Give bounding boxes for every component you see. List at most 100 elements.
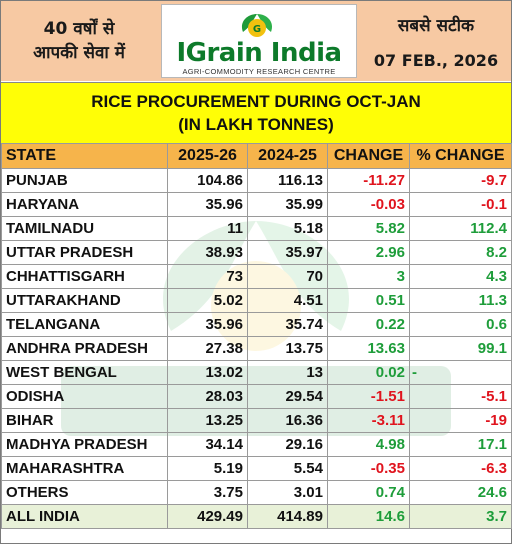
change-cell: -11.27 [327,168,410,193]
header-right: सबसे सटीक 07 FEB., 2026 [363,5,509,77]
table-row: UTTARAKHAND 5.02 4.51 0.51 11.3 [1,288,512,313]
table-row: PUNJAB 104.86 116.13 -11.27 -9.7 [1,168,512,193]
total-row: ALL INDIA 429.49 414.89 14.6 3.7 [1,504,512,529]
value-2024-25: 4.51 [247,288,328,313]
total-state-cell: ALL INDIA [1,504,168,529]
table-row: TELANGANA 35.96 35.74 0.22 0.6 [1,312,512,337]
value-2024-25: 35.74 [247,312,328,337]
procurement-table-wrap: STATE 2025-26 2024-25 CHANGE % CHANGE PU… [1,143,512,529]
col-header-change: CHANGE [327,143,410,169]
change-cell: 0.02 [327,360,410,385]
table-row: MAHARASHTRA 5.19 5.54 -0.35 -6.3 [1,456,512,481]
change-cell: -0.03 [327,192,410,217]
logo-subtitle: AGRI-COMMODITY RESEARCH CENTRE [182,67,336,76]
logo-title: IGrain India [176,38,342,68]
procurement-table: STATE 2025-26 2024-25 CHANGE % CHANGE PU… [1,143,512,529]
table-row: HARYANA 35.96 35.99 -0.03 -0.1 [1,192,512,217]
report-date: 07 FEB., 2026 [373,50,499,70]
change-cell: -0.35 [327,456,410,481]
pct-change-cell: 8.2 [409,240,512,265]
total-pct-change: 3.7 [409,504,512,529]
table-row: UTTAR PRADESH 38.93 35.97 2.96 8.2 [1,240,512,265]
total-2024-25: 414.89 [247,504,328,529]
pct-change-cell: 4.3 [409,264,512,289]
tagline: 40 वर्षों से आपकी सेवा में [5,5,153,77]
change-cell: -3.11 [327,408,410,433]
table-row: ANDHRA PRADESH 27.38 13.75 13.63 99.1 [1,336,512,361]
value-2025-26: 28.03 [167,384,248,409]
pct-change-cell: -0.1 [409,192,512,217]
change-cell: 2.96 [327,240,410,265]
state-cell: BIHAR [1,408,168,433]
col-header-state: STATE [1,143,168,169]
change-cell: 0.22 [327,312,410,337]
state-cell: OTHERS [1,480,168,505]
change-cell: 3 [327,264,410,289]
pct-change-cell: 17.1 [409,432,512,457]
change-cell: 4.98 [327,432,410,457]
pct-change-cell: -5.1 [409,384,512,409]
value-2025-26: 34.14 [167,432,248,457]
pct-change-cell: -6.3 [409,456,512,481]
state-cell: UTTAR PRADESH [1,240,168,265]
state-cell: CHHATTISGARH [1,264,168,289]
value-2025-26: 35.96 [167,312,248,337]
value-2024-25: 13 [247,360,328,385]
value-2025-26: 27.38 [167,336,248,361]
logo: G IGrain India AGRI-COMMODITY RESEARCH C… [161,4,357,78]
state-cell: TELANGANA [1,312,168,337]
value-2025-26: 38.93 [167,240,248,265]
tagline-line2: आपकी सेवा में [33,43,125,63]
value-2024-25: 5.18 [247,216,328,241]
state-cell: PUNJAB [1,168,168,193]
value-2024-25: 35.97 [247,240,328,265]
pct-change-cell: 24.6 [409,480,512,505]
value-2025-26: 13.02 [167,360,248,385]
value-2024-25: 16.36 [247,408,328,433]
pct-change-cell: -19 [409,408,512,433]
tagline-line1: 40 वर्षों से [43,19,115,39]
title-line1: RICE PROCUREMENT DURING OCT-JAN [91,92,421,111]
pct-change-cell: - [409,360,512,385]
pct-change-cell: -9.7 [409,168,512,193]
grain-leaf-icon: G [241,14,273,37]
table-row: CHHATTISGARH 73 70 3 4.3 [1,264,512,289]
table-row: BIHAR 13.25 16.36 -3.11 -19 [1,408,512,433]
col-header-2024-25: 2024-25 [247,143,328,169]
title-line2: (IN LAKH TONNES) [178,115,334,134]
table-row: MADHYA PRADESH 34.14 29.16 4.98 17.1 [1,432,512,457]
header-banner: 40 वर्षों से आपकी सेवा में G IGrain Indi… [1,1,511,81]
total-change: 14.6 [327,504,410,529]
report-title: RICE PROCUREMENT DURING OCT-JAN (IN LAKH… [1,82,511,143]
svg-text:G: G [253,24,261,35]
table-row: ODISHA 28.03 29.54 -1.51 -5.1 [1,384,512,409]
pct-change-cell: 0.6 [409,312,512,337]
value-2024-25: 70 [247,264,328,289]
state-cell: ANDHRA PRADESH [1,336,168,361]
change-cell: 5.82 [327,216,410,241]
change-cell: 13.63 [327,336,410,361]
change-cell: -1.51 [327,384,410,409]
value-2025-26: 11 [167,216,248,241]
table-row: TAMILNADU 11 5.18 5.82 112.4 [1,216,512,241]
value-2025-26: 104.86 [167,168,248,193]
value-2024-25: 116.13 [247,168,328,193]
pct-change-cell: 112.4 [409,216,512,241]
value-2024-25: 29.16 [247,432,328,457]
pct-change-cell: 99.1 [409,336,512,361]
state-cell: ODISHA [1,384,168,409]
state-cell: WEST BENGAL [1,360,168,385]
state-cell: MADHYA PRADESH [1,432,168,457]
col-header-pct-change: % CHANGE [409,143,512,169]
pct-change-cell: 11.3 [409,288,512,313]
value-2025-26: 35.96 [167,192,248,217]
value-2024-25: 35.99 [247,192,328,217]
col-header-2025-26: 2025-26 [167,143,248,169]
value-2024-25: 3.01 [247,480,328,505]
state-cell: TAMILNADU [1,216,168,241]
state-cell: HARYANA [1,192,168,217]
state-cell: MAHARASHTRA [1,456,168,481]
value-2025-26: 5.02 [167,288,248,313]
total-2025-26: 429.49 [167,504,248,529]
